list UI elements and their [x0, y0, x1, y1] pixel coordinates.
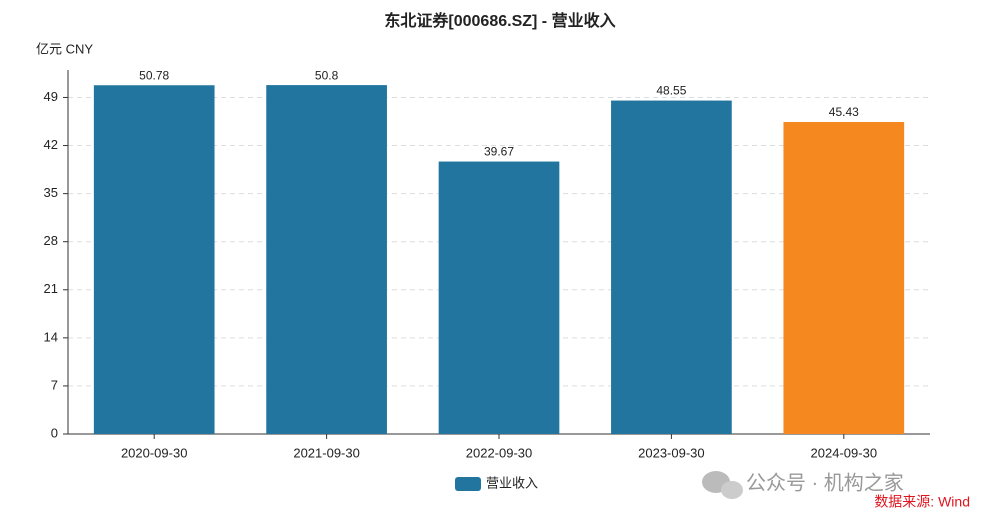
bar	[93, 85, 215, 434]
y-tick-label: 21	[44, 281, 58, 296]
legend-label: 营业收入	[486, 475, 538, 490]
data-label: 48.55	[656, 84, 686, 98]
y-tick-label: 42	[44, 137, 58, 152]
y-tick-label: 14	[44, 329, 58, 344]
y-tick-label: 0	[51, 425, 58, 440]
data-label: 39.67	[484, 145, 514, 159]
bar	[266, 85, 387, 434]
x-tick-label: 2022-09-30	[466, 445, 533, 460]
y-unit: 亿元 CNY	[36, 41, 93, 56]
y-tick-label: 49	[44, 89, 58, 104]
x-tick-label: 2021-09-30	[293, 445, 360, 460]
data-label: 50.78	[139, 68, 169, 82]
data-label: 50.8	[315, 68, 339, 82]
bar	[438, 161, 560, 434]
source: 数据来源: Wind	[874, 494, 970, 510]
y-tick-label: 35	[44, 185, 58, 200]
data-label: 45.43	[829, 105, 859, 119]
watermark: 公众号 · 机构之家	[746, 471, 904, 494]
y-tick-label: 7	[51, 377, 58, 392]
x-tick-label: 2024-09-30	[811, 445, 878, 460]
bar	[611, 100, 732, 435]
bar	[783, 121, 905, 435]
y-tick-label: 28	[44, 233, 58, 248]
chart-title: 东北证券[000686.SZ] - 营业收入	[384, 11, 615, 30]
legend-swatch	[455, 477, 481, 491]
watermark-icon	[702, 471, 743, 499]
x-tick-label: 2023-09-30	[638, 445, 705, 460]
x-tick-label: 2020-09-30	[121, 445, 188, 460]
